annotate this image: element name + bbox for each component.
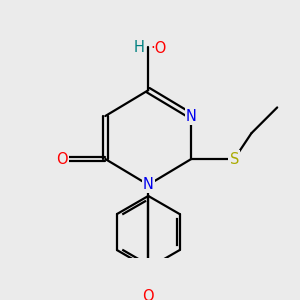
Text: N: N	[143, 177, 154, 192]
Text: ·O: ·O	[151, 40, 167, 56]
Text: S: S	[230, 152, 239, 166]
Text: H: H	[134, 40, 145, 55]
Text: O: O	[56, 152, 68, 166]
Text: O: O	[142, 289, 154, 300]
Text: N: N	[186, 109, 197, 124]
